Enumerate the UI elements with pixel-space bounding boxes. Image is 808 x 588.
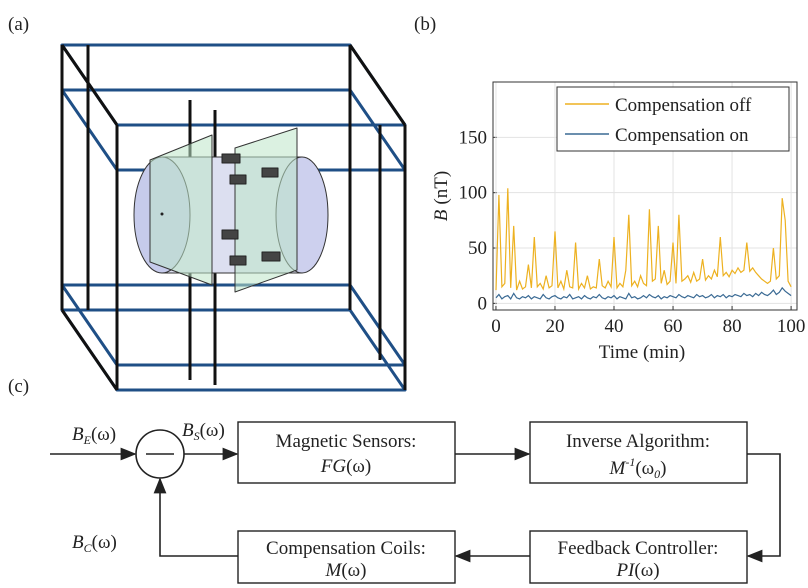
- y-tick-label: 100: [459, 183, 488, 204]
- block-title: Inverse Algorithm:: [566, 431, 710, 452]
- panel-label: (a): [8, 14, 29, 35]
- x-tick-label: 20: [545, 316, 564, 337]
- panel-label: (c): [8, 376, 29, 397]
- legend-label: Compensation on: [615, 125, 749, 146]
- block-expr: FG(ω): [320, 456, 372, 477]
- x-tick-label: 0: [491, 316, 501, 337]
- block-expr: PI(ω): [615, 560, 659, 581]
- block-expr: M(ω): [325, 560, 367, 581]
- figure: (a) (b) (c) 0 50 100 150 0 20 40 60 80 100 Compens…: [0, 0, 808, 588]
- legend: Compensation off Compensation on: [557, 87, 789, 151]
- y-axis-unit: (nT): [431, 171, 452, 205]
- coil-illustration: [62, 45, 405, 390]
- block-diagram: Magnetic Sensors: FG(ω) Inverse Algorith…: [50, 420, 780, 583]
- x-tick-label: 80: [723, 316, 742, 337]
- legend-label: Compensation off: [615, 95, 752, 116]
- signal-label: BC(ω): [72, 532, 117, 555]
- y-tick-label: 0: [478, 293, 488, 314]
- y-tick-label: 50: [468, 238, 487, 259]
- block-title: Magnetic Sensors:: [276, 431, 417, 452]
- signal-label: BS(ω): [182, 420, 225, 443]
- signal-label: BE(ω): [72, 424, 116, 447]
- panel-label: (b): [414, 14, 436, 35]
- block-title: Feedback Controller:: [558, 538, 719, 559]
- x-tick-label: 40: [605, 316, 624, 337]
- x-axis-label: Time (min): [599, 342, 685, 363]
- y-axis-label: B (nT): [431, 171, 452, 221]
- y-axis-symbol: B: [431, 209, 452, 221]
- x-tick-label: 100: [777, 316, 806, 337]
- x-tick-label: 60: [664, 316, 683, 337]
- y-tick-label: 150: [459, 127, 488, 148]
- block-title: Compensation Coils:: [266, 538, 426, 559]
